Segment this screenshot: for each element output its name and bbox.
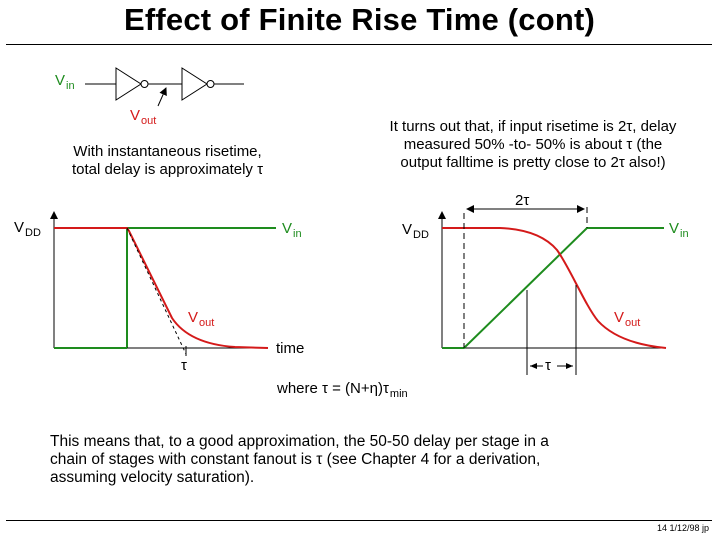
- inverter-2-icon: [181, 67, 208, 101]
- left-plot: [50, 211, 276, 356]
- left-vout-curve: [54, 227, 269, 349]
- right-two-tau-label: 2τ: [515, 192, 530, 209]
- inverter-1-icon: [115, 67, 142, 101]
- right-plot: [438, 205, 667, 375]
- title-divider: [6, 44, 712, 45]
- right-vout-curve: [442, 227, 667, 349]
- right-vin-label: Vin: [669, 220, 689, 240]
- right-caption: It turns out that, if input risetime is …: [389, 118, 677, 171]
- page-footer: 14 1/12/98 jp: [656, 523, 709, 533]
- circuit-vin-label: Vin: [55, 72, 75, 92]
- right-tau-label: τ: [545, 357, 551, 374]
- left-tau-label: τ: [181, 357, 187, 374]
- page-title: Effect of Finite Rise Time (cont): [123, 2, 596, 37]
- conclusion-text: This means that, to a good approximation…: [50, 433, 549, 486]
- inverter-chain: [85, 67, 244, 107]
- left-vin-label: Vin: [282, 220, 302, 240]
- circuit-vout-label: Vout: [130, 107, 157, 127]
- inverter-2-bubble: [206, 80, 215, 88]
- left-extrapolation-line: [126, 227, 187, 355]
- left-caption: With instantaneous risetime, total delay…: [71, 143, 263, 178]
- left-vdd-label: VDD: [14, 219, 41, 239]
- left-time-label: time: [276, 340, 305, 357]
- vout-pointer-arrow: [157, 87, 167, 107]
- footer-divider: [6, 520, 712, 521]
- right-vdd-label: VDD: [402, 221, 429, 241]
- right-vout-label: Vout: [614, 309, 641, 329]
- left-vout-label: Vout: [188, 309, 215, 329]
- inverter-1-bubble: [140, 80, 149, 88]
- tau-formula: where τ = (N+η)τmin: [277, 380, 408, 400]
- right-vin-ramp: [442, 227, 664, 349]
